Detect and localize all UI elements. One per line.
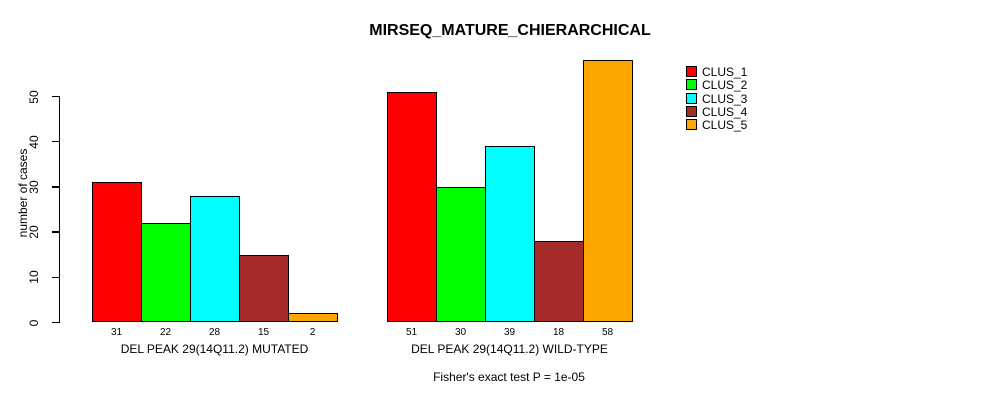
legend-item-label: CLUS_1 [702, 65, 748, 79]
bar-value-label: 15 [257, 326, 270, 338]
legend-item-label: CLUS_3 [702, 91, 748, 106]
bar-value-label: 58 [601, 326, 614, 338]
bar-value-label: 31 [110, 326, 123, 338]
bar-value-label: 18 [552, 326, 565, 338]
bar-clus_2-group1 [141, 223, 191, 323]
bar-clus_1-group2 [387, 91, 437, 323]
y-axis-tick [51, 276, 59, 279]
legend-swatch-clus_5 [686, 119, 697, 131]
bar-value-label: 28 [208, 326, 221, 338]
bar-clus_3-group1 [190, 195, 240, 323]
footer-caption: Fisher's exact test P = 1e-05 [433, 370, 585, 384]
chart-title: MIRSEQ_MATURE_CHIERARCHICAL [369, 22, 651, 39]
bar-clus_4-group2 [534, 241, 584, 323]
y-axis-tick [51, 231, 59, 233]
bar-value-label: 2 [309, 326, 316, 338]
bar-clus_1-group1 [92, 182, 142, 323]
y-axis-tick-label: 10 [27, 270, 41, 284]
y-axis-tick [51, 140, 59, 143]
legend-item-label: CLUS_4 [702, 104, 748, 119]
legend-swatch-clus_2 [686, 79, 697, 91]
bar-value-label: 39 [503, 326, 516, 338]
group-label: DEL PEAK 29(14Q11.2) WILD-TYPE [411, 342, 608, 356]
y-axis-tick-label: 50 [27, 89, 41, 104]
bar-value-label: 30 [454, 326, 467, 338]
legend-swatch-clus_1 [686, 66, 697, 77]
bar-clus_4-group1 [239, 254, 289, 323]
y-axis-tick [51, 95, 59, 98]
y-axis-tick-label: 40 [27, 135, 41, 149]
y-axis-tick-label: 20 [27, 225, 41, 239]
y-axis-tick [51, 321, 59, 324]
y-axis-tick-label: 30 [27, 180, 41, 194]
bar-clus_2-group2 [436, 186, 486, 323]
legend-swatch-clus_4 [686, 105, 697, 117]
bar-value-label: 51 [405, 326, 418, 338]
bar-clus_5-group2 [583, 60, 633, 323]
legend-item-label: CLUS_5 [702, 118, 748, 133]
legend-item-label: CLUS_2 [702, 78, 748, 93]
group-label: DEL PEAK 29(14Q11.2) MUTATED [120, 342, 309, 356]
y-axis-line [58, 95, 60, 324]
legend-swatch-clus_3 [686, 92, 697, 104]
y-axis-tick-label: 0 [27, 319, 41, 326]
bar-clus_5-group1 [288, 313, 338, 323]
bar-value-label: 22 [159, 326, 172, 338]
y-axis-tick [51, 186, 59, 188]
bar-clus_3-group2 [485, 146, 535, 323]
